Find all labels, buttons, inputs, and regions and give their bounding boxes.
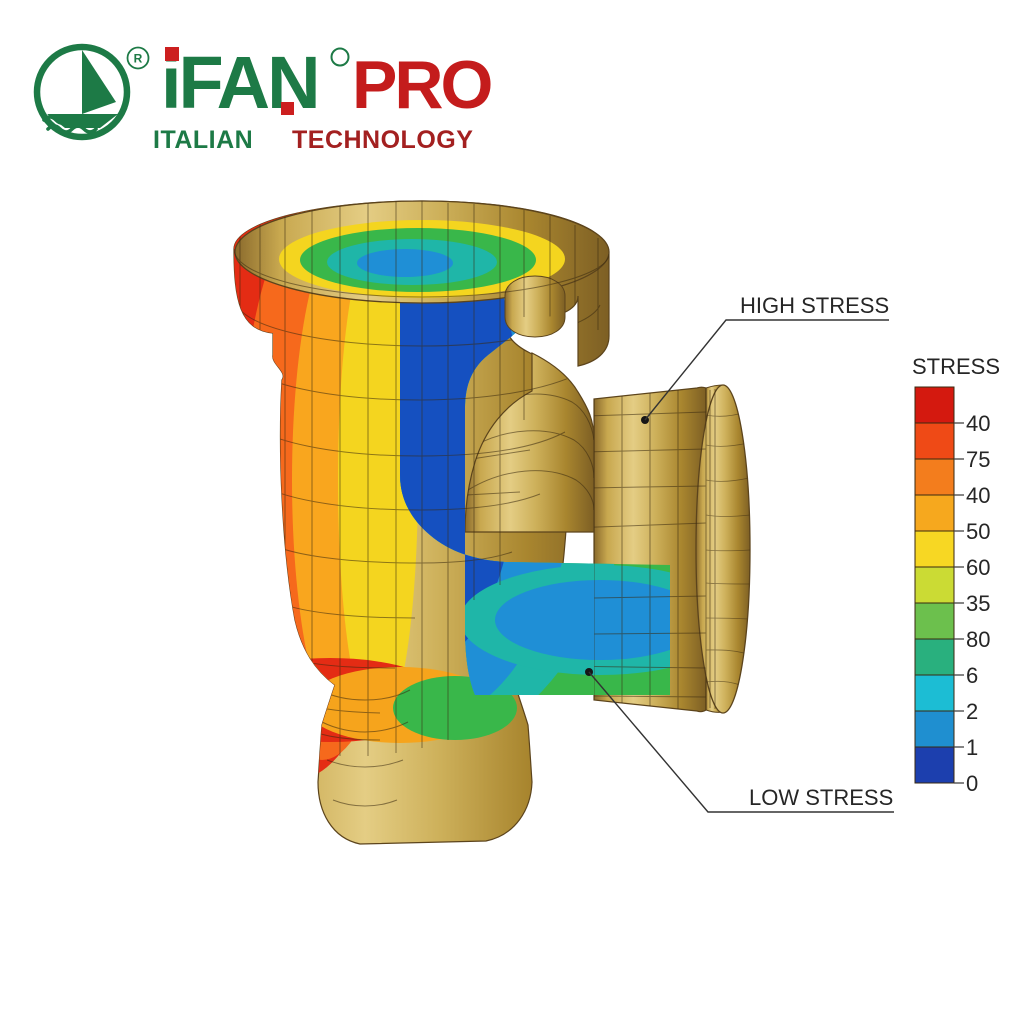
svg-text:LOW STRESS: LOW STRESS: [749, 785, 893, 810]
svg-text:80: 80: [966, 627, 990, 652]
svg-text:6: 6: [966, 663, 978, 688]
svg-text:75: 75: [966, 447, 990, 472]
svg-text:50: 50: [966, 519, 990, 544]
svg-text:1: 1: [966, 735, 978, 760]
svg-text:60: 60: [966, 555, 990, 580]
svg-text:40: 40: [966, 411, 990, 436]
svg-text:HIGH STRESS: HIGH STRESS: [740, 293, 889, 318]
svg-text:40: 40: [966, 483, 990, 508]
svg-text:2: 2: [966, 699, 978, 724]
svg-text:STRESS: STRESS: [912, 354, 1000, 379]
svg-text:0: 0: [966, 771, 978, 796]
svg-text:35: 35: [966, 591, 990, 616]
